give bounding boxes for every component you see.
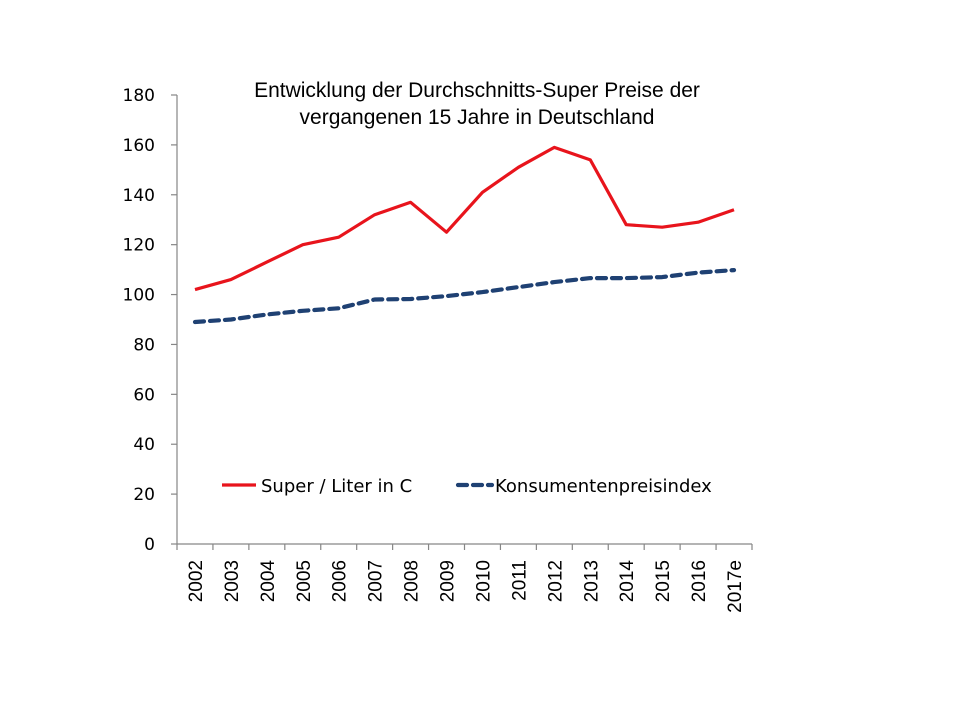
series-line-super	[194, 145, 735, 292]
x-tick-label: 2011	[509, 560, 530, 601]
chart-title-line-1: Entwicklung der Durchschnitts-Super Prei…	[254, 79, 700, 102]
y-tick-label: 80	[133, 335, 155, 355]
x-tick-label: 2009	[438, 560, 459, 602]
y-tick-label: 100	[123, 286, 155, 306]
y-tick-label: 120	[123, 236, 155, 256]
x-tick-label: 2010	[473, 560, 494, 602]
y-tick-label: 0	[144, 535, 155, 555]
y-axis: 0 20 40 60 80 100 120 140 160 180	[123, 86, 178, 555]
y-tick-label: 160	[123, 136, 155, 156]
series-layer	[192, 145, 737, 325]
x-tick-label: 2016	[689, 560, 710, 602]
y-tick-label: 180	[123, 86, 155, 106]
x-tick-label: 2003	[222, 560, 243, 602]
x-tick-label: 2002	[186, 560, 207, 602]
chart-title: Entwicklung der Durchschnitts-Super Prei…	[254, 79, 700, 129]
x-tick-label: 2013	[581, 560, 602, 602]
series-line-kpi	[192, 268, 737, 325]
x-tick-label: 2015	[653, 560, 674, 602]
x-tick-label: 2007	[366, 560, 387, 602]
x-axis: 2002 2003 2004 2005 2006 2007 2008 2009 2010 2011…	[176, 543, 753, 613]
x-tick-label: 2005	[294, 560, 315, 602]
chart-title-line-2: vergangenen 15 Jahre in Deutschland	[300, 106, 655, 129]
y-tick-label: 60	[133, 385, 155, 405]
x-tick-label: 2008	[402, 560, 423, 602]
y-tick-label: 20	[133, 485, 155, 505]
x-tick-label: 2006	[330, 560, 351, 602]
x-tick-label: 2012	[545, 560, 566, 602]
y-tick-label: 40	[133, 435, 155, 455]
legend-label-super: Super / Liter in C	[261, 476, 412, 497]
x-tick-label: 2004	[258, 560, 279, 603]
legend-label-kpi: Konsumentenpreisindex	[495, 476, 712, 497]
y-tick-label: 140	[123, 186, 155, 206]
x-tick-label: 2017e	[725, 560, 746, 613]
legend: Super / Liter in C Konsumentenpreisindex	[222, 476, 712, 497]
x-tick-label: 2014	[617, 560, 638, 603]
